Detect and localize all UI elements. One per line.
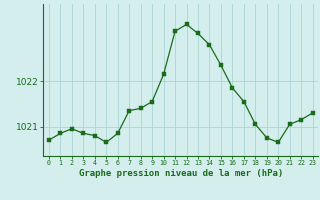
X-axis label: Graphe pression niveau de la mer (hPa): Graphe pression niveau de la mer (hPa) [79,169,283,178]
